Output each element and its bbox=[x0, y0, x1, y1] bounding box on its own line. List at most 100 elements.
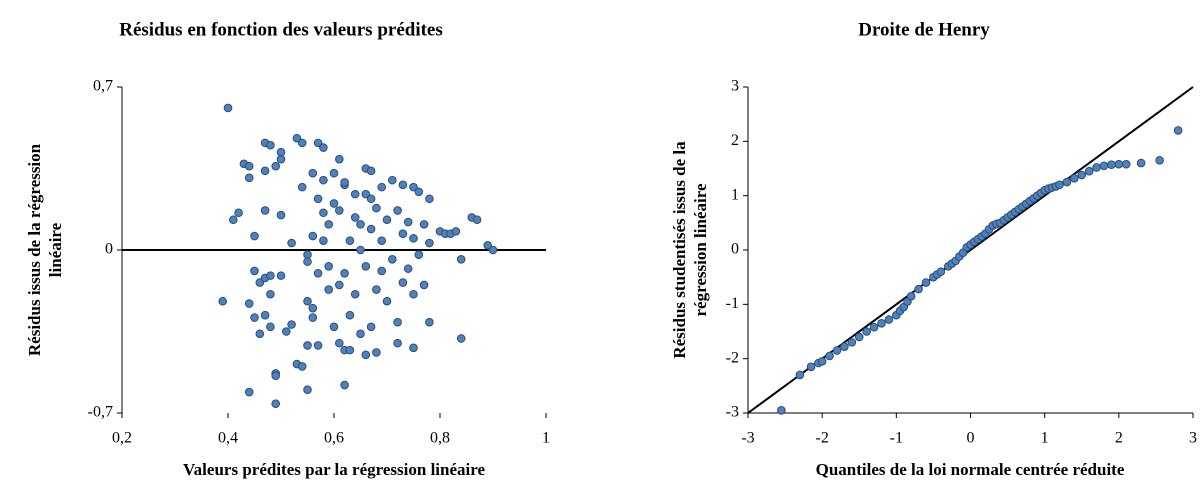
point bbox=[271, 399, 281, 408]
point bbox=[356, 220, 365, 229]
point bbox=[234, 208, 243, 218]
point bbox=[276, 210, 286, 220]
point bbox=[366, 166, 376, 176]
point bbox=[287, 320, 296, 329]
point bbox=[319, 175, 328, 185]
point bbox=[1136, 158, 1146, 168]
point bbox=[244, 161, 254, 171]
x-tick-label: 2 bbox=[1115, 430, 1123, 447]
point bbox=[393, 338, 402, 348]
point bbox=[372, 348, 381, 357]
x-tick-label: 0,6 bbox=[324, 430, 344, 447]
point bbox=[260, 206, 270, 215]
point bbox=[255, 329, 265, 339]
point bbox=[377, 236, 387, 245]
point bbox=[313, 138, 323, 148]
point bbox=[403, 264, 413, 273]
point bbox=[1173, 126, 1183, 135]
y-tick-label: 0 bbox=[105, 241, 113, 258]
chart-title: Droite de Henry bbox=[858, 19, 990, 40]
point bbox=[276, 271, 286, 280]
point bbox=[483, 241, 493, 250]
point bbox=[862, 327, 871, 336]
point bbox=[313, 194, 323, 204]
point bbox=[414, 187, 424, 197]
point bbox=[361, 350, 371, 360]
point bbox=[335, 154, 344, 164]
point bbox=[847, 338, 857, 347]
point bbox=[777, 405, 786, 415]
point bbox=[260, 166, 270, 176]
x-tick-label: 0 bbox=[967, 430, 975, 447]
point bbox=[308, 231, 318, 241]
point bbox=[313, 268, 323, 278]
x-tick-label: 1 bbox=[542, 430, 550, 447]
x-tick-label: -3 bbox=[741, 430, 754, 447]
point bbox=[456, 334, 466, 343]
y-axis-label: Résidus issus de la régression linéaire bbox=[25, 143, 65, 357]
x-axis-label: Quantiles de la loi normale centrée rédu… bbox=[816, 460, 1125, 479]
point bbox=[266, 289, 275, 299]
point bbox=[319, 143, 328, 152]
x-tick-label: 3 bbox=[1189, 430, 1197, 447]
point bbox=[303, 250, 312, 259]
point bbox=[361, 189, 371, 199]
point bbox=[276, 154, 286, 164]
point bbox=[1155, 156, 1164, 165]
point bbox=[382, 215, 392, 225]
point bbox=[388, 175, 397, 185]
point bbox=[308, 313, 318, 322]
point bbox=[313, 341, 323, 350]
point bbox=[795, 370, 805, 380]
point bbox=[1070, 173, 1079, 183]
point bbox=[303, 385, 312, 395]
y-axis-label: Résidus studentisés issus de la régressi… bbox=[670, 141, 710, 359]
point bbox=[335, 206, 344, 215]
point bbox=[409, 234, 418, 243]
point bbox=[366, 194, 376, 204]
point bbox=[335, 338, 344, 348]
y-tick-label: -0,7 bbox=[88, 404, 113, 421]
point bbox=[340, 268, 349, 278]
point bbox=[361, 262, 371, 271]
chart-title: Résidus en fonction des valeurs prédites bbox=[119, 19, 443, 40]
point bbox=[425, 317, 434, 327]
x-axis-label: Valeurs prédites par la régression linéa… bbox=[183, 460, 486, 479]
point bbox=[393, 206, 402, 215]
point bbox=[292, 133, 302, 143]
point bbox=[1062, 177, 1072, 187]
point bbox=[303, 341, 312, 350]
x-tick-label: 0,8 bbox=[430, 430, 450, 447]
y-tick-label: -3 bbox=[726, 404, 739, 421]
point bbox=[419, 280, 429, 290]
point bbox=[329, 168, 339, 178]
point bbox=[218, 296, 227, 306]
point bbox=[409, 182, 418, 192]
x-tick-label: 0,2 bbox=[112, 430, 132, 447]
point bbox=[840, 342, 849, 352]
point bbox=[229, 215, 238, 225]
point bbox=[303, 296, 312, 306]
point bbox=[244, 387, 254, 397]
point bbox=[356, 329, 365, 339]
point bbox=[350, 189, 360, 199]
point bbox=[223, 103, 233, 113]
point bbox=[372, 285, 381, 294]
point bbox=[250, 313, 259, 322]
point bbox=[817, 357, 827, 366]
point bbox=[356, 245, 365, 255]
x-tick-label: -2 bbox=[816, 430, 829, 447]
point bbox=[377, 182, 387, 192]
point bbox=[409, 289, 418, 299]
y-tick-label: -2 bbox=[726, 349, 739, 366]
point bbox=[472, 215, 482, 225]
point bbox=[250, 231, 259, 241]
point bbox=[266, 271, 275, 280]
point bbox=[403, 217, 413, 227]
point bbox=[398, 278, 408, 287]
point bbox=[1092, 163, 1101, 172]
point bbox=[308, 303, 318, 313]
point bbox=[921, 278, 931, 287]
point bbox=[409, 343, 418, 353]
